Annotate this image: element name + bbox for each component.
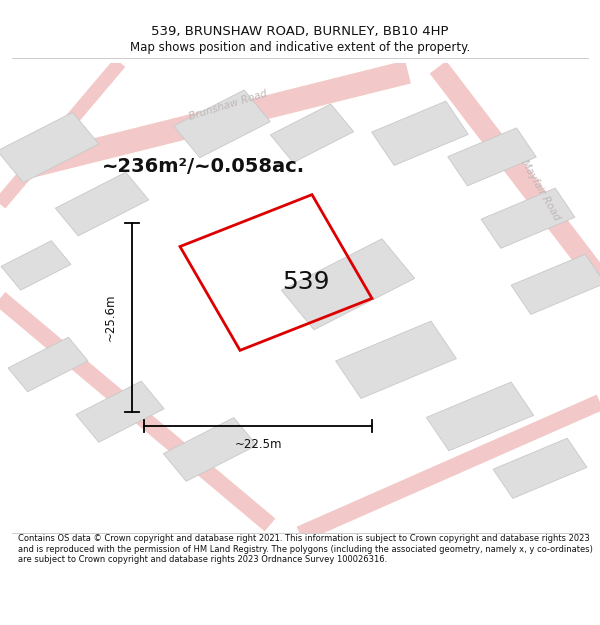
- Polygon shape: [335, 321, 457, 399]
- Text: ~25.6m: ~25.6m: [104, 294, 117, 341]
- Polygon shape: [427, 382, 533, 451]
- Text: Map shows position and indicative extent of the property.: Map shows position and indicative extent…: [130, 41, 470, 54]
- Text: ~236m²/~0.058ac.: ~236m²/~0.058ac.: [102, 157, 305, 176]
- Text: 539, BRUNSHAW ROAD, BURNLEY, BB10 4HP: 539, BRUNSHAW ROAD, BURNLEY, BB10 4HP: [151, 25, 449, 38]
- Polygon shape: [76, 381, 164, 442]
- Text: Brunshaw Road: Brunshaw Road: [188, 88, 268, 122]
- Polygon shape: [371, 101, 469, 166]
- Polygon shape: [448, 128, 536, 186]
- Polygon shape: [281, 239, 415, 330]
- Polygon shape: [481, 188, 575, 248]
- Polygon shape: [8, 338, 88, 392]
- Polygon shape: [55, 173, 149, 236]
- Text: Mayfair Road: Mayfair Road: [518, 158, 562, 222]
- Polygon shape: [271, 104, 353, 162]
- Polygon shape: [1, 241, 71, 290]
- Text: ~22.5m: ~22.5m: [234, 438, 282, 451]
- Polygon shape: [163, 418, 257, 481]
- Text: Contains OS data © Crown copyright and database right 2021. This information is : Contains OS data © Crown copyright and d…: [18, 534, 593, 564]
- Polygon shape: [0, 112, 99, 182]
- Text: 539: 539: [282, 270, 330, 294]
- Polygon shape: [511, 254, 600, 314]
- Polygon shape: [174, 90, 270, 158]
- Polygon shape: [493, 438, 587, 498]
